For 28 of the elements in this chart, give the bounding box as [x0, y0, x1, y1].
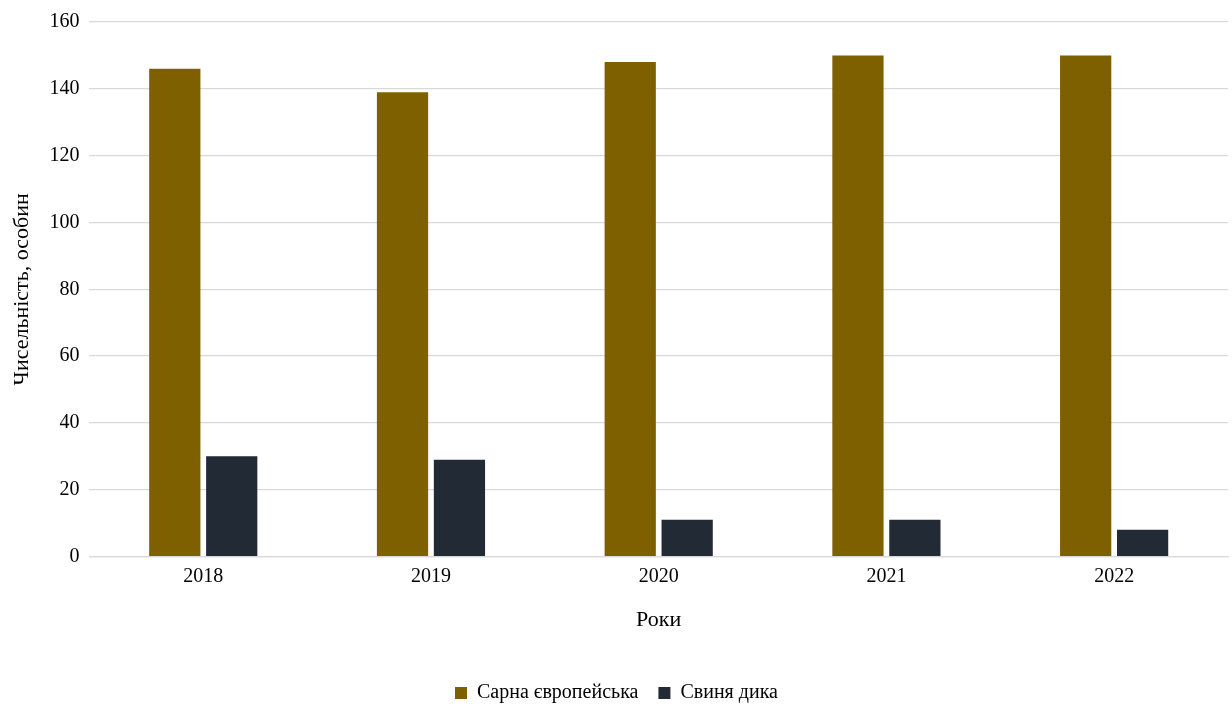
x-tick-label: 2021 [866, 563, 907, 586]
y-tick-label: 160 [49, 9, 80, 32]
bar [604, 62, 656, 556]
bar [832, 55, 884, 556]
bar [661, 519, 713, 556]
x-tick-label: 2018 [183, 563, 224, 586]
y-tick-label: 140 [49, 76, 80, 99]
x-tick-label: 2022 [1094, 563, 1135, 586]
legend-label: Свиня дика [680, 680, 779, 704]
y-tick-label: 80 [59, 276, 80, 299]
bar [206, 456, 258, 556]
bar [1060, 55, 1112, 556]
y-tick-label: 100 [49, 209, 80, 232]
bar [889, 519, 941, 556]
y-axis-title: Чисельність, особин [7, 192, 33, 386]
x-tick-label: 2019 [410, 563, 451, 586]
bar [1116, 529, 1169, 556]
y-tick-label: 40 [59, 410, 80, 433]
y-tick-label: 60 [59, 343, 80, 366]
y-tick-label: 120 [49, 142, 80, 165]
y-tick-label: 0 [69, 543, 80, 566]
legend-label: Сарна європейська [477, 680, 639, 704]
bar [149, 68, 201, 556]
x-axis-title: Роки [636, 605, 682, 631]
bar [376, 92, 429, 556]
y-tick-label: 20 [59, 477, 80, 500]
bar [433, 459, 486, 556]
x-tick-label: 2020 [638, 563, 679, 586]
